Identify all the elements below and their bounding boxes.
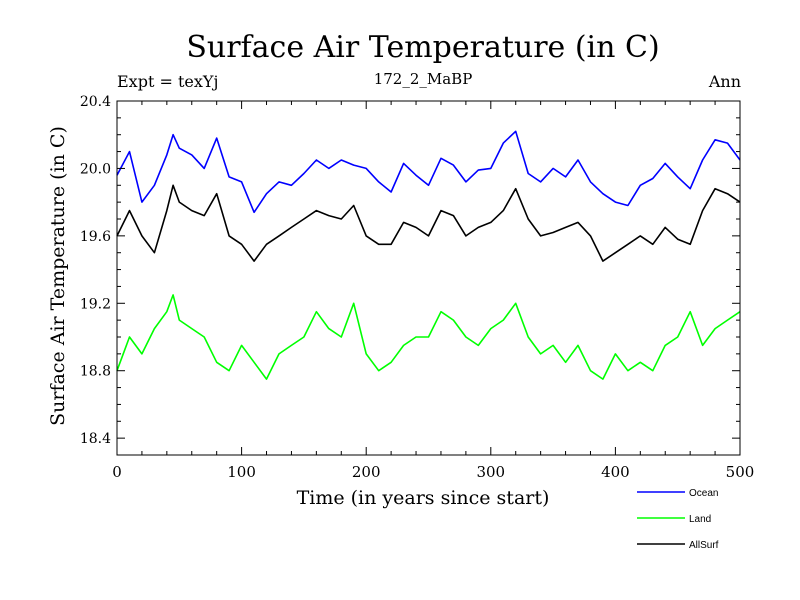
x-tick-label: 0	[112, 463, 122, 481]
subtitle-right: Ann	[708, 72, 741, 91]
subtitle-center: 172_2_MaBP	[374, 70, 473, 88]
legend-label-ocean: Ocean	[689, 488, 718, 499]
y-axis-label: Surface Air Temperature (in C)	[47, 126, 69, 426]
y-tick-label: 20.4	[80, 94, 111, 110]
legend: Ocean Land AllSurf	[637, 488, 719, 551]
plot-layer	[116, 130, 741, 380]
legend-label-land: Land	[689, 514, 711, 525]
series-line-allsurf	[116, 184, 741, 262]
y-tick-label: 19.6	[80, 229, 111, 245]
x-tick-label: 200	[352, 463, 381, 481]
x-tick-label: 300	[476, 463, 505, 481]
series-line-land	[116, 294, 741, 380]
legend-label-allsurf: AllSurf	[689, 540, 719, 551]
subtitle-left: Expt = texYj	[117, 72, 218, 91]
plot-frame	[116, 100, 741, 456]
y-tick-label: 20.0	[80, 161, 111, 177]
y-tick-label: 18.4	[80, 431, 111, 447]
y-axis: 18.4 18.8 19.2 19.6 20.0 20.4	[80, 94, 740, 447]
y-tick-label: 19.2	[80, 296, 111, 312]
series-line-ocean	[116, 130, 741, 214]
x-tick-label: 400	[601, 463, 630, 481]
x-axis-label: Time (in years since start)	[297, 487, 550, 509]
chart-title: Surface Air Temperature (in C)	[186, 30, 659, 65]
y-tick-label: 18.8	[80, 364, 111, 380]
x-tick-label: 100	[227, 463, 256, 481]
x-axis: 0 100 200 300 400 500	[112, 101, 754, 481]
x-tick-label: 500	[726, 463, 755, 481]
